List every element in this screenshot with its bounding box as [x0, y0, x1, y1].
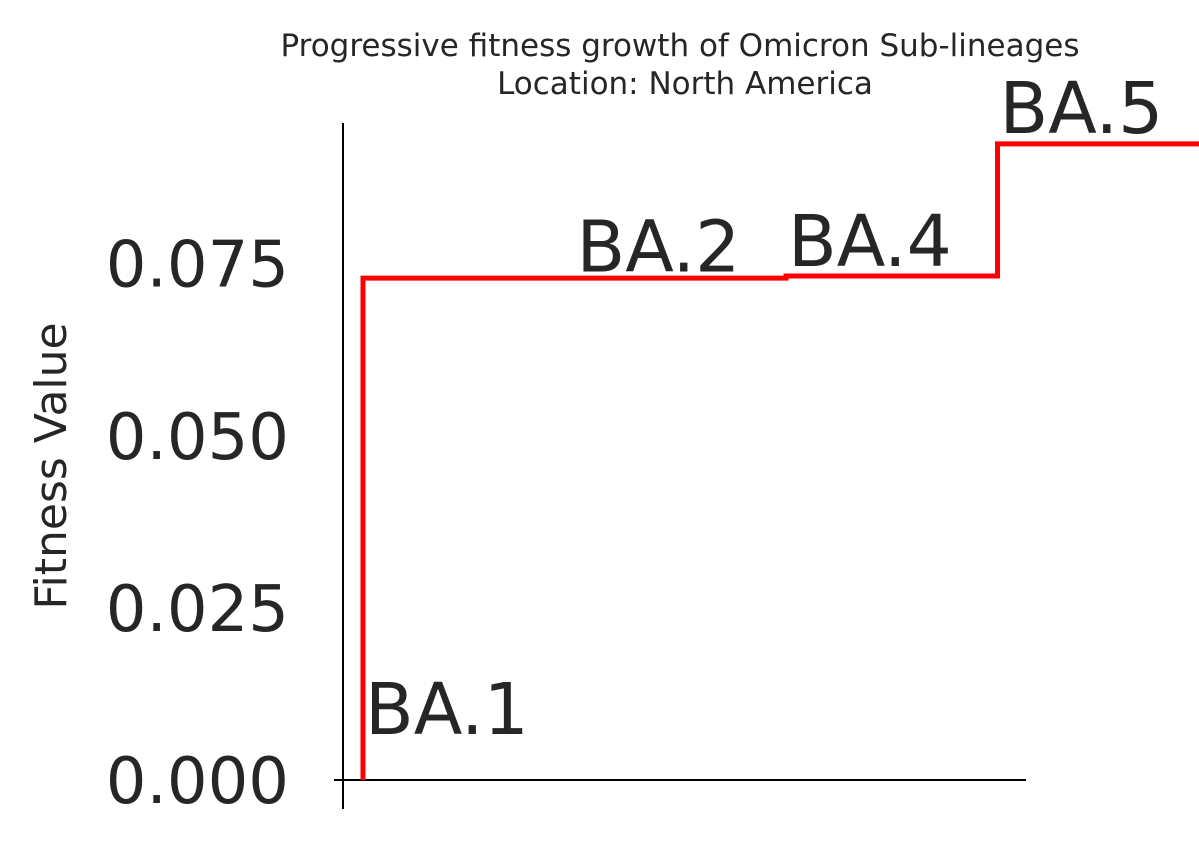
y-tick-label: 0.050 — [106, 401, 289, 475]
y-tick-label: 0.000 — [106, 745, 289, 819]
y-tick-label: 0.025 — [106, 573, 289, 647]
y-tick-label: 0.075 — [106, 229, 289, 303]
point-label-ba-1: BA.1 — [365, 668, 529, 751]
chart-subtitle: Location: North America — [497, 66, 873, 102]
point-label-ba-5: BA.5 — [1000, 67, 1164, 150]
y-tick-labels: 0.000 0.025 0.050 0.075 — [106, 229, 289, 819]
point-label-ba-4: BA.4 — [788, 200, 952, 283]
series-group — [360, 141, 1199, 780]
fitness-step-line — [360, 141, 1199, 780]
y-axis-label: Fitness Value — [26, 322, 77, 609]
point-labels: BA.1 BA.2 BA.4 BA.5 — [365, 67, 1163, 751]
point-label-ba-2: BA.2 — [577, 206, 741, 289]
chart-title: Progressive fitness growth of Omicron Su… — [280, 28, 1079, 64]
